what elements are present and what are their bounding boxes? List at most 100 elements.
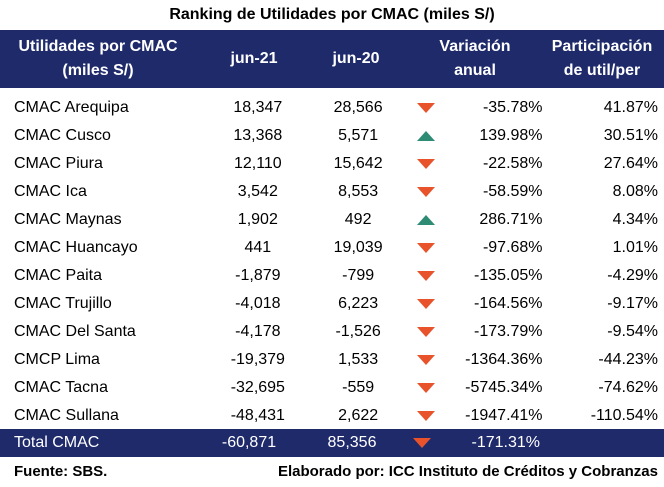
row-trend (407, 318, 446, 346)
row-jun21: -32,695 (230, 379, 285, 396)
row-trend (407, 234, 446, 262)
total-jun20: 85,356 (327, 434, 377, 451)
row-jun21: -4,178 (235, 323, 281, 340)
table-row: CMAC Sullana -48,431 2,622 -1947.41% -110.54… (0, 402, 664, 430)
triangle-down-icon (417, 410, 436, 421)
row-name: CMCP Lima (14, 351, 100, 368)
table-row: CMAC Paita -1,879 -799 -135.05% -4.29% (0, 262, 664, 290)
row-jun20: 2,622 (338, 407, 379, 424)
row-participacion: 8.08% (612, 183, 658, 200)
credit-note: Elaborado por: ICC Instituto de Créditos… (277, 463, 658, 480)
row-jun21: 12,110 (233, 155, 282, 172)
table-row: CMAC Del Santa -4,178 -1,526 -173.79% -9.54% (0, 318, 664, 346)
triangle-up-icon (417, 130, 436, 141)
row-name: CMAC Del Santa (14, 323, 136, 340)
row-participacion: -110.54% (590, 407, 658, 424)
row-trend (407, 374, 446, 402)
header-jun21: jun-21 (230, 50, 278, 67)
row-trend (407, 402, 446, 430)
triangle-down-icon (417, 382, 436, 393)
row-jun21: 18,347 (233, 99, 283, 116)
row-participacion: 41.87% (603, 99, 658, 116)
row-participacion: -9.17% (607, 295, 658, 312)
row-variacion: -1947.41% (465, 407, 543, 424)
triangle-down-icon (417, 242, 436, 253)
row-jun20: -559 (342, 379, 375, 396)
row-jun20: 5,571 (338, 127, 379, 144)
table-row: CMCP Lima -19,379 1,533 -1364.36% -44.23% (0, 346, 664, 374)
table-header: Utilidades por CMAC (miles S/) jun-21 ju… (0, 30, 664, 88)
header-name: Utilidades por CMAC (miles S/) (18, 38, 178, 79)
row-jun21: 1,902 (237, 211, 278, 228)
row-name: CMAC Tacna (14, 379, 108, 396)
row-jun20: 1,533 (338, 351, 379, 368)
total-jun21: -60,871 (221, 434, 277, 451)
triangle-down-icon (417, 158, 436, 169)
row-variacion: 286.71% (479, 211, 543, 228)
triangle-down-icon (417, 298, 436, 309)
row-variacion: -1364.36% (465, 351, 543, 368)
row-trend (407, 290, 446, 318)
table-row: CMAC Trujillo -4,018 6,223 -164.56% -9.17% (0, 290, 664, 318)
row-variacion: 139.98% (479, 127, 543, 144)
row-name: CMAC Trujillo (14, 295, 112, 312)
row-participacion: 27.64% (603, 155, 658, 172)
row-participacion: 1.01% (612, 239, 658, 256)
table-row: CMAC Maynas 1,902 492 286.71% 4.34% (0, 206, 664, 234)
row-name: CMAC Ica (14, 183, 87, 200)
total-name: Total CMAC (14, 434, 100, 451)
row-jun21: -19,379 (230, 351, 285, 368)
row-variacion: -173.79% (474, 323, 543, 340)
row-variacion: -164.56% (474, 295, 543, 312)
row-name: CMAC Maynas (14, 211, 122, 228)
triangle-down-icon (417, 270, 436, 281)
row-trend (407, 178, 446, 206)
header-variacion: Variación anual (439, 38, 511, 79)
header-participacion: Participación de util/per (551, 38, 653, 79)
row-name: CMAC Sullana (14, 407, 119, 424)
total-variacion: -171.31% (471, 434, 541, 451)
triangle-down-icon (417, 186, 436, 197)
source-note: Fuente: SBS. (14, 463, 108, 480)
triangle-down-icon (417, 102, 436, 113)
row-variacion: -22.58% (482, 155, 543, 172)
row-name: CMAC Cusco (14, 127, 111, 144)
total-trend-icon (402, 429, 442, 457)
row-jun20: 19,039 (333, 239, 383, 256)
row-participacion: 4.34% (612, 211, 658, 228)
row-name: CMAC Huancayo (14, 239, 138, 256)
row-participacion: -74.62% (598, 379, 658, 396)
row-participacion: -9.54% (607, 323, 658, 340)
table-row: CMAC Arequipa 18,347 28,566 -35.78% 41.87% (0, 94, 664, 122)
row-variacion: -5745.34% (465, 379, 543, 396)
triangle-down-icon (417, 326, 436, 337)
row-jun20: 492 (344, 211, 372, 228)
row-name: CMAC Paita (14, 267, 103, 284)
row-jun21: 3,542 (237, 183, 278, 200)
row-name: CMAC Piura (14, 155, 103, 172)
table-row: CMAC Huancayo 441 19,039 -97.68% 1.01% (0, 234, 664, 262)
table-row: CMAC Cusco 13,368 5,571 139.98% 30.51% (0, 122, 664, 150)
row-jun21: 13,368 (233, 127, 283, 144)
table-footer: Fuente: SBS. Elaborado por: ICC Institut… (0, 458, 664, 487)
row-trend (407, 206, 446, 234)
row-trend (407, 262, 446, 290)
row-jun21: -1,879 (235, 267, 281, 284)
row-jun20: 8,553 (338, 183, 379, 200)
triangle-up-icon (417, 214, 436, 225)
table-title: Ranking de Utilidades por CMAC (miles S/… (169, 6, 495, 23)
row-jun21: 441 (244, 239, 272, 256)
table-row: CMAC Tacna -32,695 -559 -5745.34% -74.62% (0, 374, 664, 402)
header-jun20: jun-20 (332, 50, 380, 67)
row-jun20: 6,223 (338, 295, 379, 312)
row-variacion: -35.78% (482, 99, 543, 116)
row-jun20: -799 (342, 267, 375, 284)
row-jun20: 28,566 (333, 99, 383, 116)
row-variacion: -135.05% (474, 267, 543, 284)
row-participacion: -4.29% (607, 267, 658, 284)
row-variacion: -97.68% (482, 239, 543, 256)
row-jun20: 15,642 (333, 155, 383, 172)
row-trend (407, 94, 446, 122)
row-participacion: -44.23% (598, 351, 658, 368)
